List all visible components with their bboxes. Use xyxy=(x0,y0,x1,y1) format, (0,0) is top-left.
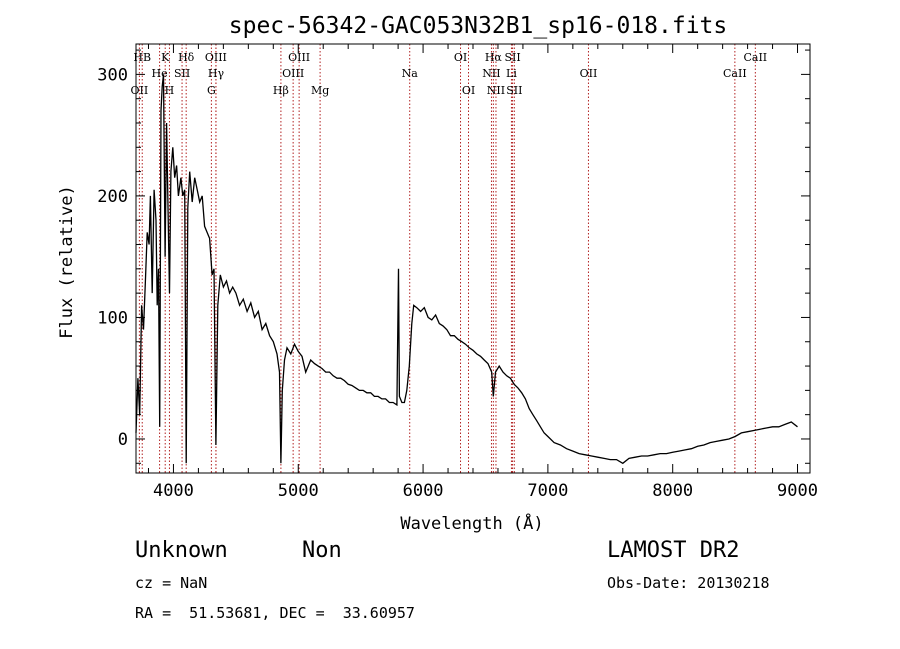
x-tick-label: 4000 xyxy=(153,481,194,501)
plot-frame xyxy=(135,43,811,474)
object-class: Unknown xyxy=(135,538,228,563)
spectral-line-label: SII xyxy=(174,67,190,80)
x-tick-label: 5000 xyxy=(278,481,319,501)
spectral-line-markers xyxy=(138,44,756,473)
spectral-line-label: SII xyxy=(504,51,520,64)
spectral-line-label: NII xyxy=(482,67,500,80)
y-tick-label: 300 xyxy=(97,65,128,85)
spectral-line-label: K xyxy=(161,51,170,64)
spectral-line-label: OII xyxy=(580,67,598,80)
coordinates: RA = 51.53681, DEC = 33.60957 xyxy=(135,604,415,622)
spectral-line-label: Hα xyxy=(485,51,503,64)
spectral-line-label: NII xyxy=(487,84,505,97)
spectral-line-label: Na xyxy=(402,67,419,80)
spectral-line-label: OIII xyxy=(288,51,310,64)
y-tick-label: 200 xyxy=(97,187,128,207)
spectral-line-label: CaII xyxy=(723,67,747,80)
spectral-line-label: He xyxy=(152,67,168,80)
x-axis-label: Wavelength (Å) xyxy=(400,512,543,534)
y-tick-label: 100 xyxy=(97,308,128,328)
object-subclass: Non xyxy=(302,538,342,563)
spectral-line-label: G xyxy=(207,84,216,97)
chart-title: spec-56342-GAC053N32B1_sp16-018.fits xyxy=(229,13,728,39)
spectral-line-label: HB xyxy=(133,51,151,64)
x-tick-label: 7000 xyxy=(527,481,568,501)
spectral-line-label: Li xyxy=(506,67,517,80)
spectrum-series-line xyxy=(135,74,798,465)
x-tick-label: 9000 xyxy=(777,481,818,501)
spectral-line-label: Hγ xyxy=(208,67,225,80)
survey-name: LAMOST DR2 xyxy=(607,538,740,563)
spectral-line-label: Hβ xyxy=(273,84,289,97)
spectral-line-label: H xyxy=(165,84,175,97)
spectral-line-label: OII xyxy=(131,84,149,97)
y-tick-label: 0 xyxy=(118,430,128,450)
spectral-line-label: SII xyxy=(506,84,522,97)
spectral-line-label: CaII xyxy=(743,51,767,64)
redshift-cz: cz = NaN xyxy=(135,574,208,592)
x-tick-label: 6000 xyxy=(403,481,444,501)
y-axis-label: Flux (relative) xyxy=(57,185,77,339)
observation-date: Obs-Date: 20130218 xyxy=(607,574,770,592)
x-tick-label: 8000 xyxy=(652,481,693,501)
spectral-line-label: Hδ xyxy=(178,51,195,64)
spectral-line-label: OIII xyxy=(205,51,227,64)
spectral-line-label: OI xyxy=(454,51,467,64)
spectral-line-label: Mg xyxy=(311,84,329,97)
axis-ticks: 4000 5000 6000 7000 8000 9000 0 100 200 300 xyxy=(97,44,818,501)
spectral-line-label: OI xyxy=(462,84,475,97)
spectral-line-label: OIII xyxy=(282,67,304,80)
